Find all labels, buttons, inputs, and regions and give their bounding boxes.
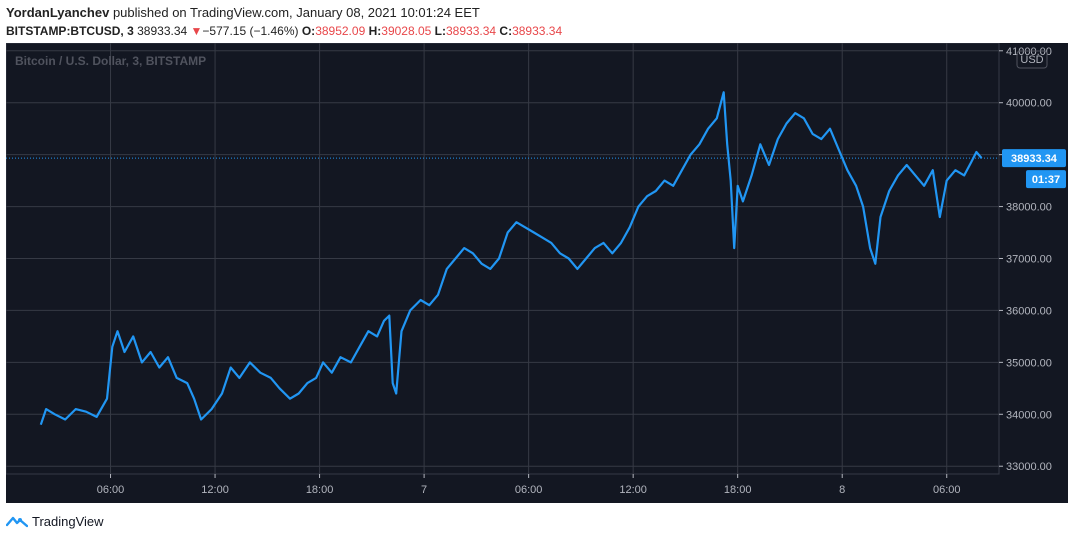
x-tick-label: 06:00 <box>933 484 961 496</box>
x-tick-label: 7 <box>421 484 427 496</box>
x-tick-label: 06:00 <box>97 484 125 496</box>
countdown-tag <box>1026 170 1066 189</box>
price-change: −577.15 (−1.46%) <box>202 24 299 38</box>
x-tick-label: 18:00 <box>306 484 334 496</box>
ohlc-legend: BITSTAMP:BTCUSD, 3 38933.34 ▼−577.15 (−1… <box>6 22 1066 40</box>
last-price-tag-label: 38933.34 <box>1011 153 1058 165</box>
x-tick-label: 12:00 <box>201 484 229 496</box>
open-value: 38952.09 <box>315 24 366 38</box>
y-tick-label: 34000.00 <box>1006 409 1052 421</box>
countdown-label: 01:37 <box>1032 174 1060 186</box>
close-label: C: <box>499 24 513 38</box>
chart-area[interactable]: 41000.0040000.0039000.0038000.0037000.00… <box>6 43 1068 503</box>
y-tick-label: 40000.00 <box>1006 98 1052 110</box>
author-name[interactable]: YordanLyanchev <box>6 5 110 20</box>
currency-badge[interactable] <box>1016 50 1048 69</box>
last-price-tag <box>1002 149 1066 168</box>
y-tick-label: 36000.00 <box>1006 305 1052 317</box>
symbol-label: BITSTAMP:BTCUSD, 3 <box>6 24 134 38</box>
tradingview-brand[interactable]: TradingView <box>32 513 104 529</box>
y-tick-label: 37000.00 <box>1006 254 1052 266</box>
low-label: L: <box>434 24 446 38</box>
x-tick-label: 8 <box>839 484 845 496</box>
footer: TradingView <box>6 511 104 531</box>
x-tick-label: 12:00 <box>619 484 647 496</box>
chart-title: Bitcoin / U.S. Dollar, 3, BITSTAMP <box>15 54 206 68</box>
tradingview-logo-icon <box>6 516 28 528</box>
y-tick-label: 35000.00 <box>1006 357 1052 369</box>
currency-label: USD <box>1020 54 1043 66</box>
chart-header: YordanLyanchev published on TradingView.… <box>6 4 1066 40</box>
btc-price-line <box>39 91 983 426</box>
low-value: 38933.34 <box>446 24 497 38</box>
close-value: 38933.34 <box>512 24 563 38</box>
published-text: published on TradingView.com, January 08… <box>112 5 480 20</box>
open-label: O: <box>301 24 316 38</box>
down-arrow-icon: ▼ <box>190 24 203 38</box>
price-chart[interactable]: 41000.0040000.0039000.0038000.0037000.00… <box>6 43 1068 503</box>
high-value: 39028.05 <box>381 24 432 38</box>
y-tick-label: 38000.00 <box>1006 202 1052 214</box>
x-tick-label: 18:00 <box>724 484 752 496</box>
high-label: H: <box>368 24 382 38</box>
publish-info: YordanLyanchev published on TradingView.… <box>6 4 1066 22</box>
y-tick-label: 33000.00 <box>1006 461 1052 473</box>
last-price: 38933.34 <box>137 24 188 38</box>
x-tick-label: 06:00 <box>515 484 543 496</box>
